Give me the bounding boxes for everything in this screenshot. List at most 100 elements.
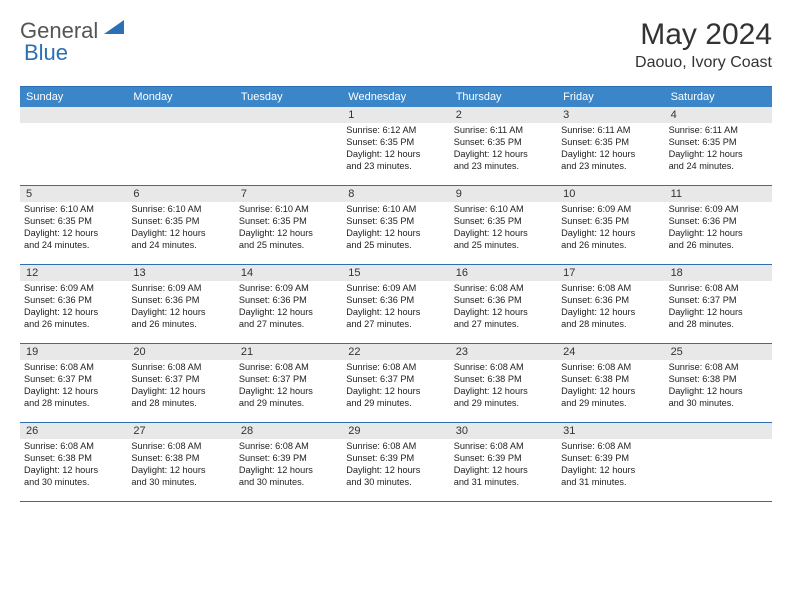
cell-body: Sunrise: 6:08 AMSunset: 6:38 PMDaylight:… bbox=[20, 439, 127, 491]
cell-line-daylight2: and 28 minutes. bbox=[669, 319, 768, 331]
cell-line-daylight1: Daylight: 12 hours bbox=[131, 307, 230, 319]
cell-line-sunset: Sunset: 6:39 PM bbox=[239, 453, 338, 465]
cell-line-daylight1: Daylight: 12 hours bbox=[346, 386, 445, 398]
cell-line-daylight1: Daylight: 12 hours bbox=[239, 307, 338, 319]
cell-line-sunrise: Sunrise: 6:08 AM bbox=[454, 441, 553, 453]
day-number: 20 bbox=[127, 344, 234, 360]
calendar-cell: 24Sunrise: 6:08 AMSunset: 6:38 PMDayligh… bbox=[557, 344, 664, 422]
cell-line-daylight2: and 27 minutes. bbox=[454, 319, 553, 331]
cell-line-sunset: Sunset: 6:36 PM bbox=[346, 295, 445, 307]
calendar-cell: 15Sunrise: 6:09 AMSunset: 6:36 PMDayligh… bbox=[342, 265, 449, 343]
calendar-cell: 5Sunrise: 6:10 AMSunset: 6:35 PMDaylight… bbox=[20, 186, 127, 264]
cell-line-daylight1: Daylight: 12 hours bbox=[239, 465, 338, 477]
day-header-tuesday: Tuesday bbox=[235, 87, 342, 107]
cell-line-sunrise: Sunrise: 6:08 AM bbox=[24, 441, 123, 453]
cell-line-daylight2: and 28 minutes. bbox=[131, 398, 230, 410]
logo-text-blue: Blue bbox=[24, 40, 68, 66]
calendar-cell: 21Sunrise: 6:08 AMSunset: 6:37 PMDayligh… bbox=[235, 344, 342, 422]
day-number: 4 bbox=[665, 107, 772, 123]
cell-line-daylight1: Daylight: 12 hours bbox=[24, 386, 123, 398]
cell-line-sunset: Sunset: 6:38 PM bbox=[561, 374, 660, 386]
cell-line-daylight2: and 31 minutes. bbox=[561, 477, 660, 489]
cell-line-sunset: Sunset: 6:36 PM bbox=[24, 295, 123, 307]
calendar-cell: 29Sunrise: 6:08 AMSunset: 6:39 PMDayligh… bbox=[342, 423, 449, 501]
cell-line-sunset: Sunset: 6:37 PM bbox=[669, 295, 768, 307]
cell-body: Sunrise: 6:10 AMSunset: 6:35 PMDaylight:… bbox=[20, 202, 127, 254]
cell-line-daylight1: Daylight: 12 hours bbox=[239, 386, 338, 398]
cell-body: Sunrise: 6:08 AMSunset: 6:39 PMDaylight:… bbox=[342, 439, 449, 491]
cell-body: Sunrise: 6:09 AMSunset: 6:36 PMDaylight:… bbox=[342, 281, 449, 333]
day-number bbox=[127, 107, 234, 123]
cell-body: Sunrise: 6:08 AMSunset: 6:37 PMDaylight:… bbox=[342, 360, 449, 412]
calendar-cell: 6Sunrise: 6:10 AMSunset: 6:35 PMDaylight… bbox=[127, 186, 234, 264]
cell-line-sunset: Sunset: 6:35 PM bbox=[239, 216, 338, 228]
cell-body: Sunrise: 6:08 AMSunset: 6:36 PMDaylight:… bbox=[450, 281, 557, 333]
cell-body: Sunrise: 6:09 AMSunset: 6:36 PMDaylight:… bbox=[20, 281, 127, 333]
day-number: 8 bbox=[342, 186, 449, 202]
day-number: 31 bbox=[557, 423, 664, 439]
cell-line-daylight1: Daylight: 12 hours bbox=[454, 386, 553, 398]
cell-line-daylight2: and 31 minutes. bbox=[454, 477, 553, 489]
cell-body: Sunrise: 6:08 AMSunset: 6:37 PMDaylight:… bbox=[127, 360, 234, 412]
calendar-cell: 4Sunrise: 6:11 AMSunset: 6:35 PMDaylight… bbox=[665, 107, 772, 185]
day-number: 7 bbox=[235, 186, 342, 202]
day-number: 26 bbox=[20, 423, 127, 439]
calendar-cell: 22Sunrise: 6:08 AMSunset: 6:37 PMDayligh… bbox=[342, 344, 449, 422]
cell-line-daylight1: Daylight: 12 hours bbox=[24, 228, 123, 240]
cell-line-sunrise: Sunrise: 6:08 AM bbox=[24, 362, 123, 374]
cell-line-daylight1: Daylight: 12 hours bbox=[454, 149, 553, 161]
cell-line-sunrise: Sunrise: 6:10 AM bbox=[454, 204, 553, 216]
day-number: 6 bbox=[127, 186, 234, 202]
cell-line-sunset: Sunset: 6:35 PM bbox=[669, 137, 768, 149]
day-number bbox=[665, 423, 772, 439]
cell-line-daylight2: and 26 minutes. bbox=[561, 240, 660, 252]
location: Daouo, Ivory Coast bbox=[635, 54, 772, 72]
cell-line-daylight2: and 30 minutes. bbox=[346, 477, 445, 489]
cell-line-daylight1: Daylight: 12 hours bbox=[561, 465, 660, 477]
cell-line-daylight2: and 29 minutes. bbox=[454, 398, 553, 410]
cell-line-daylight2: and 24 minutes. bbox=[131, 240, 230, 252]
cell-line-sunset: Sunset: 6:35 PM bbox=[454, 137, 553, 149]
day-header-monday: Monday bbox=[127, 87, 234, 107]
calendar-cell: 20Sunrise: 6:08 AMSunset: 6:37 PMDayligh… bbox=[127, 344, 234, 422]
cell-line-daylight1: Daylight: 12 hours bbox=[561, 307, 660, 319]
cell-line-sunrise: Sunrise: 6:10 AM bbox=[346, 204, 445, 216]
cell-line-sunrise: Sunrise: 6:08 AM bbox=[561, 362, 660, 374]
calendar-cell: 30Sunrise: 6:08 AMSunset: 6:39 PMDayligh… bbox=[450, 423, 557, 501]
cell-line-sunrise: Sunrise: 6:08 AM bbox=[239, 441, 338, 453]
cell-line-daylight2: and 30 minutes. bbox=[669, 398, 768, 410]
day-number: 15 bbox=[342, 265, 449, 281]
calendar-cell: 18Sunrise: 6:08 AMSunset: 6:37 PMDayligh… bbox=[665, 265, 772, 343]
calendar-cell: 25Sunrise: 6:08 AMSunset: 6:38 PMDayligh… bbox=[665, 344, 772, 422]
cell-line-daylight1: Daylight: 12 hours bbox=[561, 149, 660, 161]
day-number: 24 bbox=[557, 344, 664, 360]
day-number bbox=[20, 107, 127, 123]
cell-line-sunset: Sunset: 6:35 PM bbox=[24, 216, 123, 228]
cell-line-daylight1: Daylight: 12 hours bbox=[131, 228, 230, 240]
cell-line-sunrise: Sunrise: 6:08 AM bbox=[454, 283, 553, 295]
day-header-sunday: Sunday bbox=[20, 87, 127, 107]
calendar-cell: 12Sunrise: 6:09 AMSunset: 6:36 PMDayligh… bbox=[20, 265, 127, 343]
day-number: 28 bbox=[235, 423, 342, 439]
cell-line-sunrise: Sunrise: 6:09 AM bbox=[561, 204, 660, 216]
cell-line-daylight1: Daylight: 12 hours bbox=[454, 228, 553, 240]
calendar-cell bbox=[127, 107, 234, 185]
cell-body: Sunrise: 6:08 AMSunset: 6:38 PMDaylight:… bbox=[557, 360, 664, 412]
calendar-cell bbox=[20, 107, 127, 185]
calendar-cell: 31 Sunrise: 6:08 AMSunset: 6:39 PMDayligh… bbox=[557, 423, 664, 501]
day-headers-row: Sunday Monday Tuesday Wednesday Thursday… bbox=[20, 87, 772, 107]
cell-line-sunrise: Sunrise: 6:09 AM bbox=[669, 204, 768, 216]
cell-line-sunset: Sunset: 6:39 PM bbox=[561, 453, 660, 465]
calendar-cell: 13Sunrise: 6:09 AMSunset: 6:36 PMDayligh… bbox=[127, 265, 234, 343]
cell-line-daylight2: and 26 minutes. bbox=[131, 319, 230, 331]
day-number: 1 bbox=[342, 107, 449, 123]
cell-line-daylight2: and 26 minutes. bbox=[24, 319, 123, 331]
cell-line-daylight2: and 24 minutes. bbox=[669, 161, 768, 173]
cell-line-sunrise: Sunrise: 6:08 AM bbox=[454, 362, 553, 374]
cell-line-daylight1: Daylight: 12 hours bbox=[454, 465, 553, 477]
cell-line-sunset: Sunset: 6:35 PM bbox=[346, 137, 445, 149]
cell-line-daylight1: Daylight: 12 hours bbox=[346, 149, 445, 161]
day-number: 16 bbox=[450, 265, 557, 281]
calendar-cell: 14Sunrise: 6:09 AMSunset: 6:36 PMDayligh… bbox=[235, 265, 342, 343]
cell-line-sunrise: Sunrise: 6:08 AM bbox=[561, 441, 660, 453]
